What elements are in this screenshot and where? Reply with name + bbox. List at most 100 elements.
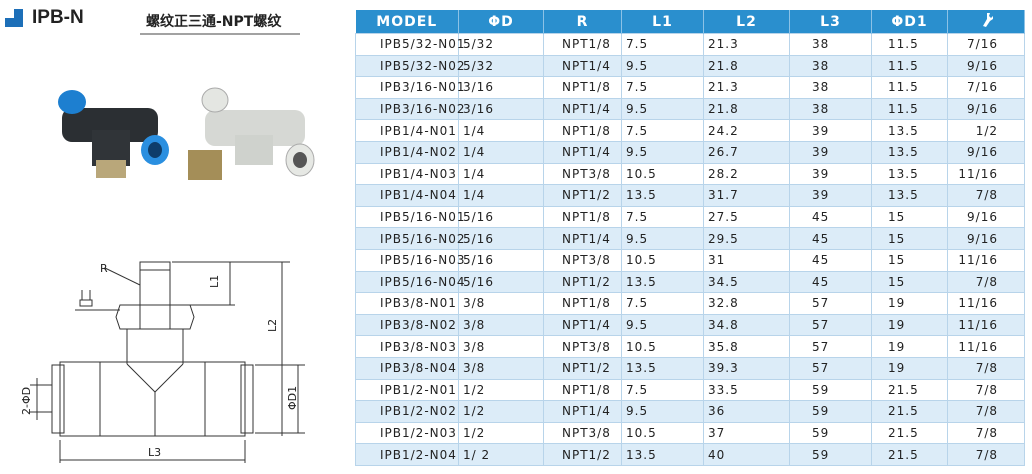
- table-cell: 19: [871, 356, 948, 380]
- table-cell: NPT1/4: [543, 313, 622, 337]
- table-row: IPB1/2-N02 1/2 NPT1/4 9.5 36 59 21.5 7/8: [355, 400, 1025, 423]
- table-cell: 39: [789, 184, 872, 207]
- table-cell: 13.5: [871, 162, 948, 186]
- table-cell: 59: [789, 421, 872, 445]
- table-cell: 10.5: [621, 335, 704, 358]
- product-photo-white: [188, 87, 315, 180]
- table-cell: 15: [871, 227, 948, 250]
- table-cell: 11.5: [871, 76, 948, 99]
- table-cell: NPT1/2: [543, 356, 622, 380]
- table-row: IPB3/8-N03 3/8 NPT3/8 10.5 35.8 57 19 11/16: [355, 335, 1025, 358]
- table-cell: 9/16: [947, 97, 1025, 121]
- table-row: IPB3/16-N01 3/16 NPT1/8 7.5 21.3 38 11.5 7/16: [355, 76, 1025, 99]
- table-cell: IPB1/4-N01: [355, 119, 459, 142]
- table-cell: 3/8: [458, 292, 544, 315]
- table-cell: 9/16: [947, 227, 1025, 250]
- table-cell: 3/16: [458, 97, 544, 121]
- table-cell: 7.5: [621, 76, 704, 99]
- table-cell: 21.3: [703, 33, 790, 56]
- table-cell: 24.2: [703, 119, 790, 142]
- table-cell: 1/2: [458, 378, 544, 402]
- table-cell: NPT1/2: [543, 270, 622, 294]
- label-l2: L2: [266, 319, 279, 332]
- table-cell: 7.5: [621, 205, 704, 229]
- table-cell: 15: [871, 248, 948, 272]
- table-row: IPB3/8-N01 3/8 NPT1/8 7.5 32.8 57 19 11/16: [355, 292, 1025, 315]
- table-cell: 39: [789, 162, 872, 186]
- table-cell: NPT1/8: [543, 119, 622, 142]
- table-cell: 9/16: [947, 54, 1025, 78]
- table-cell: 27.5: [703, 205, 790, 229]
- table-cell: 32.8: [703, 292, 790, 315]
- table-cell: 57: [789, 356, 872, 380]
- table-cell: 19: [871, 292, 948, 315]
- table-cell: 9.5: [621, 227, 704, 250]
- table-cell: IPB1/2-N04: [355, 443, 459, 466]
- table-row: IPB3/8-N04 3/8 NPT1/2 13.5 39.3 57 19 7/8: [355, 356, 1025, 380]
- table-cell: 15: [871, 270, 948, 294]
- table-cell: 5/16: [458, 270, 544, 294]
- table-cell: 9.5: [621, 54, 704, 78]
- table-cell: 34.8: [703, 313, 790, 337]
- table-cell: IPB5/16-N01: [355, 205, 465, 229]
- table-cell: 1/2: [947, 119, 1025, 142]
- table-cell: IPB1/4-N02: [355, 140, 459, 164]
- table-cell: 19: [871, 313, 948, 337]
- table-cell: 10.5: [621, 162, 704, 186]
- table-cell: NPT1/8: [543, 292, 622, 315]
- table-cell: 45: [789, 205, 872, 229]
- table-cell: 7/8: [947, 378, 1025, 402]
- table-cell: 31.7: [703, 184, 790, 207]
- table-row: IPB1/4-N03 1/4 NPT3/8 10.5 28.2 39 13.5 11/16: [355, 162, 1025, 186]
- table-cell: 45: [789, 270, 872, 294]
- table-cell: 1/2: [458, 400, 544, 423]
- table-cell: 31: [703, 248, 790, 272]
- table-cell: IPB1/2-N03: [355, 421, 459, 445]
- table-cell: 21.5: [871, 443, 948, 466]
- table-cell: IPB1/2-N02: [355, 400, 459, 423]
- table-cell: 3/16: [458, 76, 544, 99]
- table-cell: IPB3/16-N01: [355, 76, 465, 99]
- table-cell: 7/8: [947, 356, 1025, 380]
- table-cell: IPB5/16-N02: [355, 227, 465, 250]
- table-cell: NPT3/8: [543, 162, 622, 186]
- table-cell: 45: [789, 227, 872, 250]
- table-cell: 13.5: [621, 356, 704, 380]
- table-cell: 21.5: [871, 421, 948, 445]
- table-cell: 11.5: [871, 97, 948, 121]
- table-cell: 7.5: [621, 378, 704, 402]
- table-cell: 1/4: [458, 162, 544, 186]
- subtitle: 螺纹正三通-NPT螺纹: [146, 14, 282, 30]
- title: IPB-N: [32, 7, 84, 28]
- table-cell: IPB1/2-N01: [355, 378, 459, 402]
- column-header: ΦD1: [871, 10, 948, 34]
- table-cell: 5/16: [458, 227, 544, 250]
- table-cell: 15: [871, 205, 948, 229]
- table-cell: 7.5: [621, 292, 704, 315]
- table-cell: 28.2: [703, 162, 790, 186]
- illustrations: R L1 L2 ΦD1 2-ΦD L3: [5, 9, 315, 463]
- table-cell: 11/16: [947, 292, 1025, 315]
- table-cell: 34.5: [703, 270, 790, 294]
- table-cell: 57: [789, 335, 872, 358]
- table-cell: NPT1/8: [543, 33, 622, 56]
- table-row: IPB1/4-N04 1/4 NPT1/2 13.5 31.7 39 13.5 7/8: [355, 184, 1025, 207]
- table-cell: 7/8: [947, 184, 1025, 207]
- table-cell: 59: [789, 400, 872, 423]
- table-cell: NPT3/8: [543, 421, 622, 445]
- table-cell: 11/16: [947, 313, 1025, 337]
- table-cell: 7/16: [947, 33, 1025, 56]
- table-cell: 1/4: [458, 140, 544, 164]
- table-cell: IPB5/32-N02: [355, 54, 465, 78]
- table-cell: 13.5: [621, 270, 704, 294]
- label-d1: ΦD1: [286, 386, 299, 410]
- table-row: IPB5/16-N04 5/16 NPT1/2 13.5 34.5 45 15 7/8: [355, 270, 1025, 294]
- table-row: IPB3/16-N02 3/16 NPT1/4 9.5 21.8 38 11.5 9/16: [355, 97, 1025, 121]
- table-cell: 29.5: [703, 227, 790, 250]
- table-cell: 11/16: [947, 248, 1025, 272]
- table-cell: 9/16: [947, 140, 1025, 164]
- table-cell: 5/32: [458, 54, 544, 78]
- table-cell: IPB5/32-N01: [355, 33, 465, 56]
- table-row: IPB5/32-N01 5/32 NPT1/8 7.5 21.3 38 11.5 7/16: [355, 33, 1025, 56]
- table-cell: 5/32: [458, 33, 544, 56]
